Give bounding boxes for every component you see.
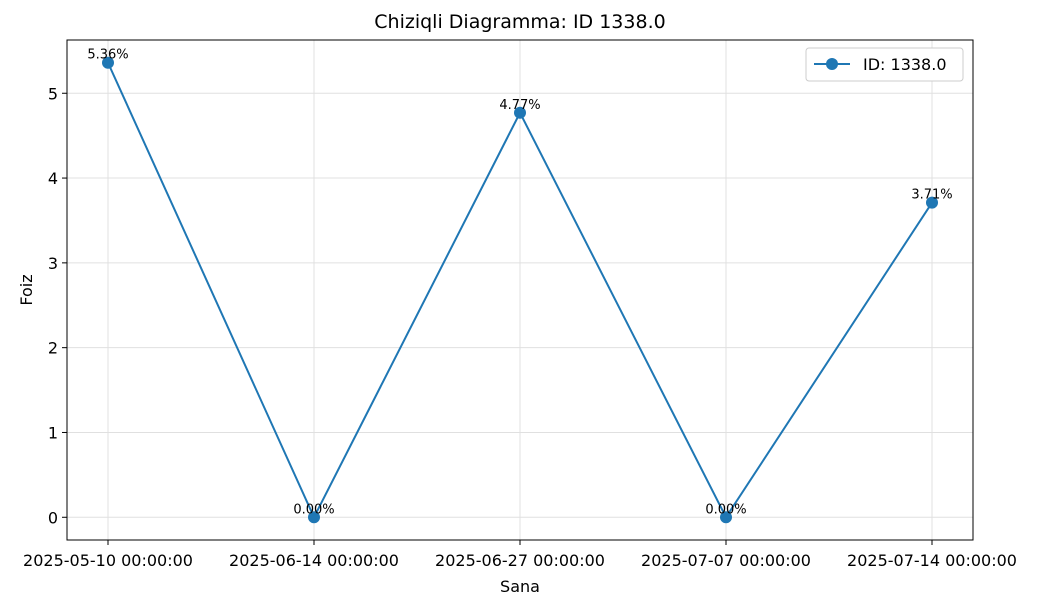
data-point: [926, 196, 938, 209]
y-tick-label: 1: [48, 423, 58, 442]
y-tick-label: 0: [48, 508, 58, 527]
data-point: [514, 106, 526, 119]
y-axis-ticks: 0 1 2 3 4 5: [48, 84, 67, 527]
data-label: 0.00%: [705, 502, 746, 517]
data-point: [720, 511, 732, 524]
legend-box: [805, 47, 964, 82]
x-tick-label: 2025-06-27 00:00:00: [435, 551, 605, 570]
legend-marker-swatch: [826, 58, 838, 70]
x-tick-label: 2025-06-14 00:00:00: [229, 551, 399, 570]
series-layer: 5.36% 0.00% 4.77% 0.00% 3.71%: [87, 48, 953, 524]
x-axis-label: Sana: [500, 577, 540, 596]
x-axis-ticks: 2025-05-10 00:00:00 2025-06-14 00:00:00 20…: [23, 540, 1017, 570]
y-tick-label: 2: [48, 339, 58, 358]
data-point: [102, 56, 114, 69]
x-tick-label: 2025-07-07 00:00:00: [641, 551, 811, 570]
x-tick-label: 2025-07-14 00:00:00: [847, 551, 1017, 570]
data-label: 3.71%: [911, 188, 952, 203]
y-tick-label: 4: [48, 169, 58, 188]
y-tick-label: 5: [48, 84, 58, 103]
chart-title: Chiziqli Diagramma: ID 1338.0: [374, 11, 665, 33]
x-tick-label: 2025-05-10 00:00:00: [23, 551, 193, 570]
legend: ID: 1338.0: [805, 47, 964, 82]
data-point: [308, 511, 320, 524]
data-label: 4.77%: [499, 98, 540, 113]
legend-entry-label: ID: 1338.0: [863, 55, 947, 74]
data-label: 0.00%: [293, 502, 334, 517]
y-tick-label: 3: [48, 254, 58, 273]
y-axis-label: Foiz: [17, 274, 36, 305]
data-label: 5.36%: [87, 48, 128, 63]
grid-lines: [67, 40, 973, 540]
